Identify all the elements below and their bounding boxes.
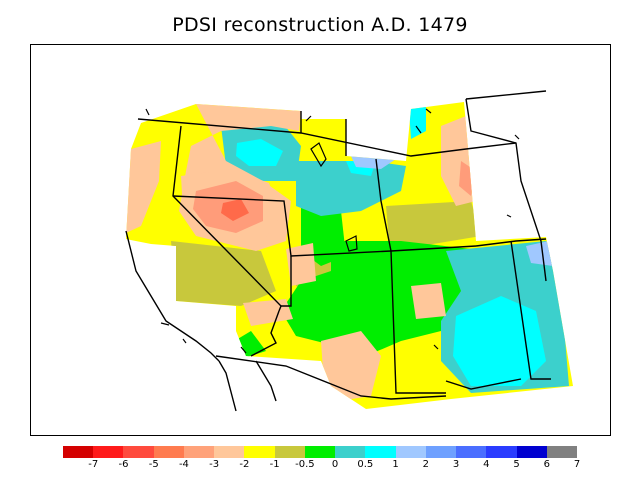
boundaries xyxy=(125,90,551,412)
colorbar-swatch xyxy=(183,446,215,458)
colorbar-swatch xyxy=(244,446,275,458)
colorbar-swatch xyxy=(365,446,396,458)
colorbar-tick-label: -0.5 xyxy=(295,459,315,470)
colorbar-tick-label: 1 xyxy=(392,459,399,470)
colorbar-tick-label: 6 xyxy=(543,459,550,470)
colorbar xyxy=(63,446,577,458)
colorbar-swatch xyxy=(153,446,184,458)
colorbar-tick-label: 0.5 xyxy=(357,459,374,470)
colorbar-ticks: -7 -6 -5 -4 -3 -2 -1 -0.5 0 0.5 1 2 3 4 5 6 7 xyxy=(63,459,581,473)
colorbar-swatch xyxy=(93,446,124,458)
colorbar-swatch xyxy=(63,446,94,458)
colorbar-tick-label: -3 xyxy=(209,459,220,470)
colorbar-swatch xyxy=(123,446,154,458)
colorbar-tick-label: 0 xyxy=(331,459,339,470)
colorbar-tick-label: 5 xyxy=(513,459,520,470)
colorbar-swatch xyxy=(456,446,487,458)
colorbar-tick-label: 2 xyxy=(422,459,429,470)
colorbar-tick-label: 4 xyxy=(483,459,490,470)
colorbar-swatch xyxy=(214,446,245,458)
colorbar-swatch xyxy=(395,446,426,458)
colorbar-swatch xyxy=(546,446,577,458)
colorbar-swatch xyxy=(516,446,547,458)
colorbar-swatch xyxy=(486,446,517,458)
colorbar-tick-label: -6 xyxy=(118,459,129,470)
colorbar-tick-label: -2 xyxy=(239,459,250,470)
colorbar-swatch xyxy=(274,446,305,458)
colorbar-tick-label: 3 xyxy=(452,459,460,470)
colorbar-tick-label: -5 xyxy=(148,459,159,470)
colorbar-swatch xyxy=(304,446,336,458)
chart-title: PDSI reconstruction A.D. 1479 xyxy=(172,14,468,36)
pdsi-map xyxy=(125,90,573,412)
map-frame xyxy=(30,44,611,436)
colorbar-tick-label: 7 xyxy=(573,459,581,470)
colorbar-tick-label: -7 xyxy=(88,459,99,470)
water-features xyxy=(145,108,520,354)
colorbar-tick-label: -1 xyxy=(269,459,280,470)
colorbar-swatch xyxy=(425,446,457,458)
colorbar-swatch xyxy=(335,446,366,458)
colorbar-tick-label: -4 xyxy=(178,459,189,470)
